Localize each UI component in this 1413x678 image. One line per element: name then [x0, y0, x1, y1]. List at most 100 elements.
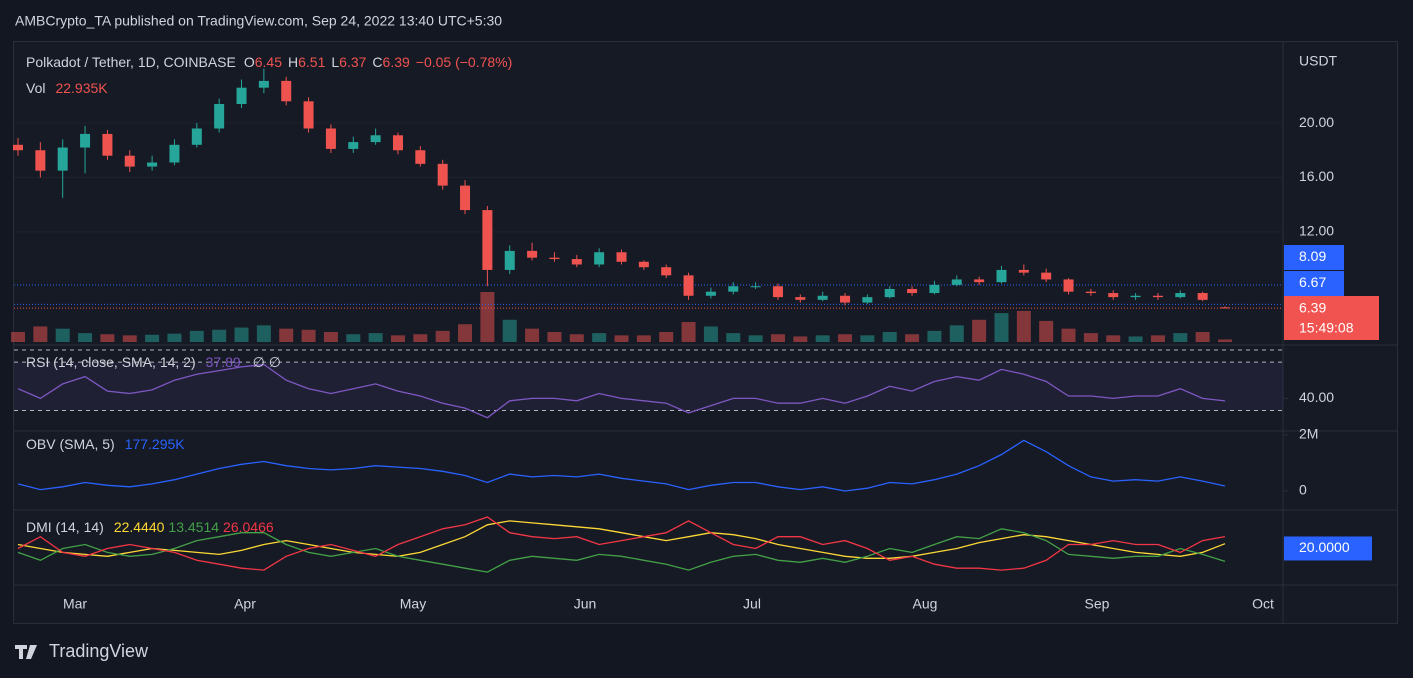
c-label: C: [372, 54, 382, 70]
indicator-line: [17, 528, 1226, 573]
volume-bar: [100, 334, 115, 342]
candle-body: [840, 295, 851, 303]
volume-bar: [614, 335, 629, 342]
change: −0.05 (−0.78%): [416, 54, 513, 70]
volume-bar: [502, 319, 517, 342]
candle-body: [527, 250, 538, 258]
volume-bar: [256, 325, 271, 342]
candle-body: [348, 142, 359, 149]
y-tick-label: 20.00: [1299, 114, 1334, 130]
o-label: O: [244, 54, 255, 70]
volume-bar: [368, 333, 383, 342]
candle-body: [147, 162, 158, 167]
volume-bar: [1106, 335, 1121, 342]
x-tick-label: Mar: [63, 596, 87, 612]
candle-body: [795, 297, 806, 300]
indicator-title: OBV (SMA, 5): [26, 436, 115, 452]
volume-bar: [994, 313, 1009, 342]
volume-bar: [815, 335, 830, 342]
price-line-label: 8.09: [1299, 248, 1326, 264]
countdown: 15:49:08: [1299, 320, 1354, 336]
volume-bar: [1150, 335, 1165, 342]
volume-bar: [927, 330, 942, 342]
candle-body: [996, 269, 1007, 283]
publisher: AMBCrypto_TA published on TradingView.co…: [15, 13, 502, 29]
volume-bar: [659, 332, 674, 342]
candle-body: [281, 80, 292, 102]
volume-bar: [435, 330, 450, 342]
x-tick-label: May: [400, 596, 426, 612]
candle-body: [303, 101, 314, 129]
volume-bar: [1039, 320, 1054, 342]
volume-bar: [726, 333, 741, 342]
indicator-line: [17, 439, 1226, 492]
volume-bar: [838, 334, 853, 342]
volume-bar: [11, 332, 25, 342]
candle-body: [750, 286, 761, 288]
y-tick-label: 2M: [1299, 426, 1318, 442]
candle-body: [258, 80, 269, 88]
candle-body: [504, 250, 515, 270]
volume-bar: [770, 334, 785, 342]
candle-body: [1085, 291, 1096, 294]
volume-bar: [1016, 310, 1031, 342]
volume-bar: [949, 325, 964, 342]
candle-body: [325, 128, 336, 149]
volume-bar: [413, 334, 428, 342]
x-tick-label: Jun: [574, 596, 597, 612]
x-tick-label: Sep: [1085, 596, 1110, 612]
candle-body: [392, 135, 403, 151]
indicator-title: DMI (14, 14): [26, 519, 104, 535]
logo: [15, 645, 37, 659]
volume-bar: [592, 333, 607, 342]
candle-body: [661, 267, 672, 276]
candle-body: [683, 275, 694, 296]
c-value: 6.39: [383, 54, 410, 70]
symbol: Polkadot / Tether, 1D, COINBASE: [26, 54, 236, 70]
candle-body: [57, 147, 68, 171]
candle-body: [80, 133, 91, 148]
candle-body: [1063, 279, 1074, 292]
volume-bar: [748, 335, 763, 342]
volume-bar: [55, 328, 70, 342]
band-fill: [14, 362, 1283, 411]
candle-body: [817, 295, 828, 300]
candle-body: [974, 279, 985, 283]
volume-bar: [33, 326, 48, 342]
y-tick-label: 12.00: [1299, 223, 1334, 239]
candle-body: [884, 288, 895, 298]
volume-bar: [1061, 328, 1076, 342]
volume-bar: [234, 327, 249, 342]
volume-bar: [1195, 332, 1210, 342]
y-tick-label: 0: [1299, 482, 1307, 498]
candle-body: [13, 144, 23, 151]
volume-name: Vol: [26, 80, 45, 96]
candle-body: [1018, 269, 1029, 273]
price-line-tag: [1284, 271, 1344, 296]
last-price-tag: [1284, 296, 1379, 340]
volume-bar: [569, 334, 584, 342]
candle-body: [594, 252, 605, 265]
volume-bar: [346, 334, 361, 342]
candle-body: [728, 286, 739, 292]
price-axis-title: USDT: [1299, 53, 1338, 69]
volume-bar: [1128, 336, 1143, 342]
volume-bar: [1173, 333, 1188, 342]
candle-body: [437, 163, 448, 186]
indicator-title: RSI (14, close, SMA, 14, 2): [26, 354, 196, 370]
tick-tag: [1284, 536, 1372, 561]
volume-bar: [78, 333, 93, 342]
footer: TradingView: [15, 641, 149, 661]
volume-bar: [636, 335, 651, 342]
series-value: 22.4440: [114, 519, 165, 535]
indicator-value: 177.295K: [125, 436, 186, 452]
candle-body: [35, 150, 46, 171]
candle-body: [124, 155, 135, 167]
indicator-legend: RSI (14, close, SMA, 14, 2) 37.89 ∅ ∅: [26, 354, 281, 370]
volume-legend: Vol 22.935K: [26, 80, 108, 96]
candle-body: [191, 128, 202, 145]
candle-body: [1175, 293, 1186, 298]
volume-bar: [1218, 339, 1232, 342]
candle-body: [460, 185, 471, 211]
volume-bar: [882, 332, 897, 342]
